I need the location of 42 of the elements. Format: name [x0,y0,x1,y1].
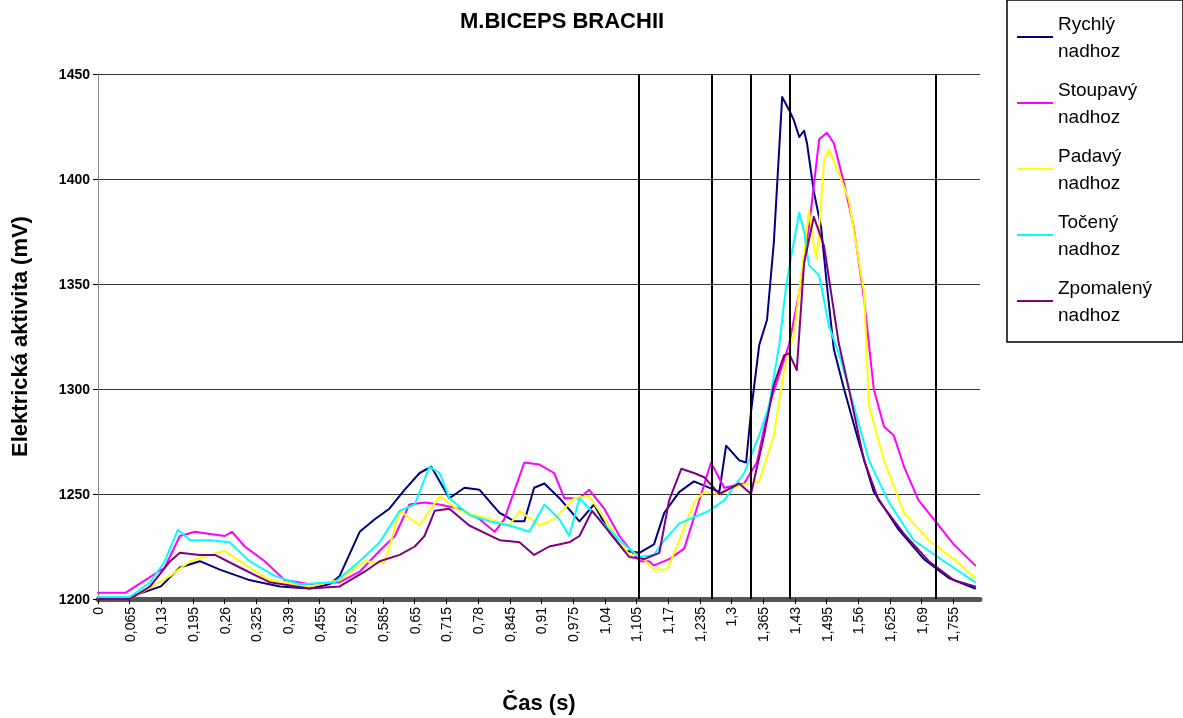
x-tick-label: 0,715 [438,606,455,643]
x-tick-label: 0,52 [343,606,360,635]
x-tick-label: 1,235 [691,606,708,643]
x-tick-label: 1,755 [945,606,962,643]
x-tick-label: 0,39 [280,606,297,635]
legend-label: Zpomalený nadhoz [1058,277,1158,325]
legend-label: Rychlý nadhoz [1058,13,1121,61]
x-tick-label: 1,625 [881,606,898,643]
legend-label: Točený nadhoz [1058,211,1124,259]
y-tick-label: 1400 [58,171,91,187]
x-tick-label: 0,975 [565,606,582,643]
y-tick-label: 1250 [58,486,91,502]
x-tick-label: 1,365 [755,606,772,643]
x-tick-label: 0 [90,606,106,615]
y-tick-label: 1200 [58,591,91,607]
x-tick-label: 1,04 [596,606,613,635]
y-tick-label: 1450 [58,66,91,82]
x-tick-label: 0,13 [153,606,170,635]
x-tick-label: 0,455 [311,606,328,643]
y-tick-label: 1300 [58,381,91,397]
x-tick-label: 0,26 [216,606,233,635]
legend-label: Padavý nadhoz [1058,145,1127,193]
x-tick-label: 0,325 [248,606,265,643]
x-tick-label: 1,69 [913,606,930,635]
x-tick-label: 0,65 [406,606,423,635]
x-tick-label: 1,105 [628,606,645,643]
x-tick-label: 0,78 [470,606,487,635]
x-tick-label: 0,91 [533,606,550,635]
x-axis-title: Čas (s) [502,689,576,715]
y-axis-title: Elektrická aktivita (mV) [6,216,32,457]
x-tick-label: 0,065 [121,606,138,643]
x-tick-label: 1,495 [818,606,835,643]
x-tick-label: 1,17 [660,606,677,635]
x-tick-label: 1,56 [850,606,867,635]
x-tick-label: 0,845 [501,606,518,643]
x-tick-label: 0,585 [375,606,392,643]
y-tick-label: 1350 [58,276,91,292]
legend-label: Stoupavý nadhoz [1058,79,1143,127]
x-tick-label: 1,3 [723,606,740,627]
x-tick-label: 1,43 [786,606,803,635]
chart-title: M.BICEPS BRACHII [460,7,665,33]
x-tick-label: 0,195 [185,606,202,643]
